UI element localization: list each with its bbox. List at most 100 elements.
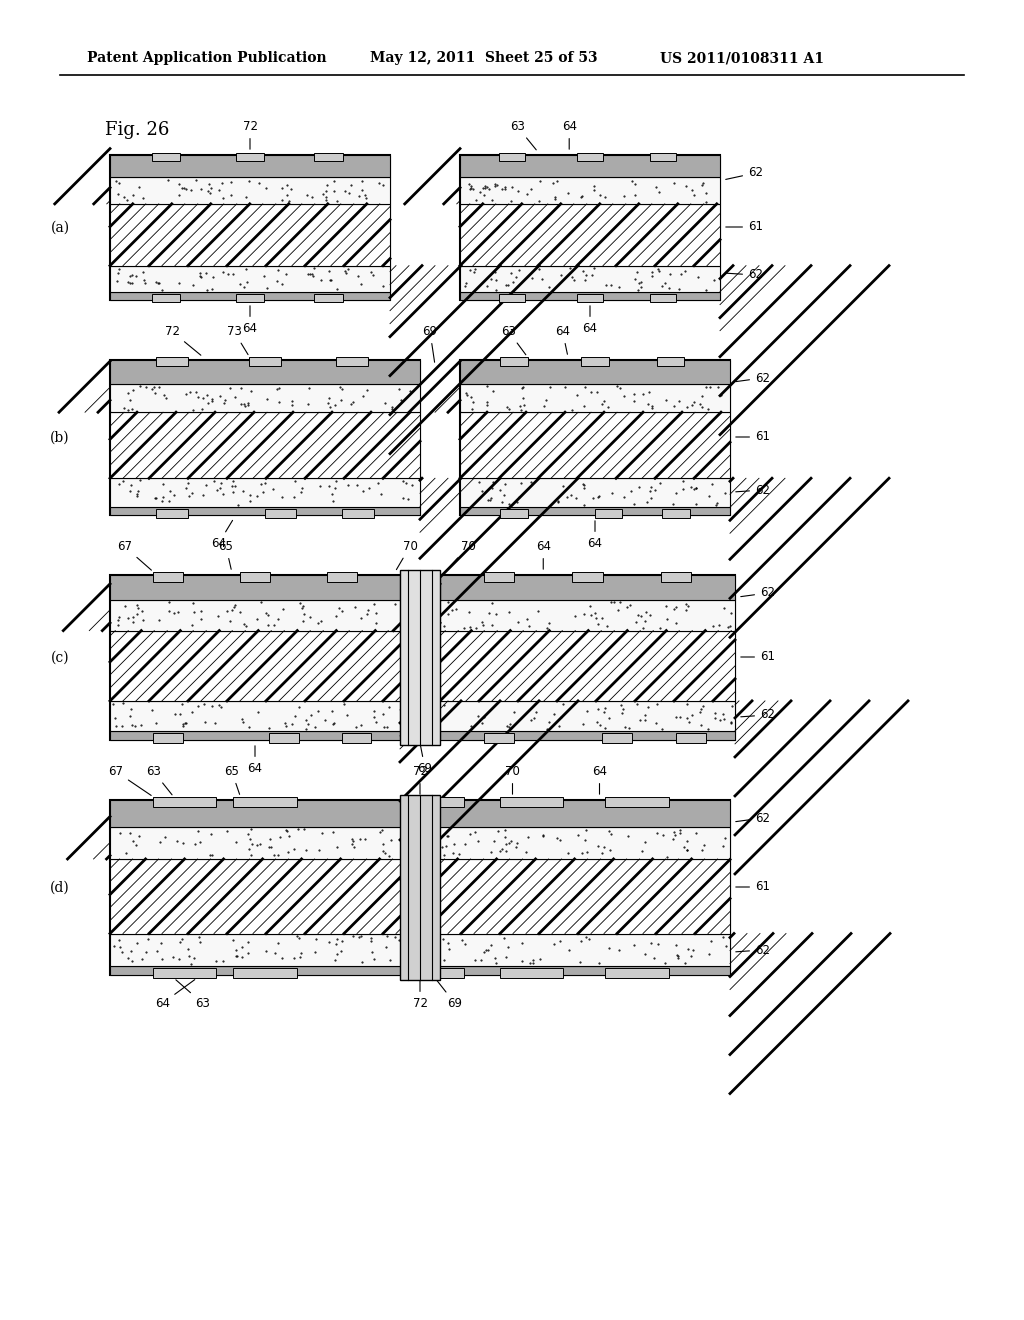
Point (662, 263, 678, 284)
Point (716, 597, 732, 618)
Point (695, 834, 712, 855)
Point (336, 180, 352, 201)
Point (133, 949, 150, 970)
Point (622, 594, 638, 615)
Text: 70: 70 (446, 540, 475, 570)
Point (296, 603, 312, 624)
Point (394, 470, 411, 491)
Point (592, 185, 608, 206)
Point (711, 614, 727, 635)
Bar (460, 154, 720, 177)
Bar (460, 154, 720, 300)
Point (111, 615, 127, 636)
Point (381, 697, 397, 718)
Point (435, 929, 452, 950)
Point (452, 843, 468, 865)
Point (173, 929, 189, 950)
Point (631, 477, 647, 498)
Point (482, 841, 499, 862)
Point (354, 480, 371, 502)
Point (292, 593, 308, 614)
Point (299, 185, 315, 206)
Point (212, 478, 228, 499)
Point (157, 385, 173, 407)
Point (495, 491, 511, 512)
Point (541, 612, 557, 634)
Point (177, 713, 194, 734)
Point (510, 611, 526, 632)
Point (575, 475, 592, 496)
Point (505, 272, 521, 293)
Point (494, 178, 510, 199)
Text: 70: 70 (505, 766, 520, 795)
Bar (400, 797, 464, 807)
Point (440, 933, 457, 954)
Point (117, 595, 133, 616)
Point (401, 380, 418, 401)
Point (317, 181, 334, 202)
Point (375, 840, 391, 861)
Bar (152, 153, 180, 161)
Point (699, 718, 716, 739)
Point (222, 378, 239, 399)
Point (369, 603, 385, 624)
Point (271, 826, 288, 847)
Point (492, 479, 508, 500)
Point (498, 946, 514, 968)
Point (370, 473, 386, 494)
Point (484, 593, 501, 614)
Point (399, 829, 416, 850)
Point (637, 611, 653, 632)
Bar (460, 360, 730, 384)
Point (226, 387, 243, 408)
Point (241, 392, 257, 413)
Bar (460, 177, 720, 203)
Point (573, 931, 590, 952)
Point (383, 830, 399, 851)
Point (276, 713, 293, 734)
Point (364, 941, 380, 962)
Point (170, 601, 186, 622)
Point (184, 400, 201, 421)
Point (169, 830, 185, 851)
Point (691, 393, 708, 414)
Point (194, 601, 210, 622)
Bar (400, 968, 464, 978)
Point (126, 715, 142, 737)
Point (687, 478, 703, 499)
Point (578, 830, 594, 851)
Point (190, 387, 207, 408)
Point (377, 842, 393, 863)
Point (120, 607, 136, 628)
Point (323, 269, 339, 290)
Point (501, 399, 517, 420)
Point (701, 376, 718, 397)
Point (700, 486, 717, 507)
Point (590, 836, 606, 857)
Point (116, 186, 132, 207)
Point (672, 706, 688, 727)
Point (630, 280, 646, 301)
Point (172, 931, 188, 952)
Point (160, 169, 176, 190)
Point (603, 591, 620, 612)
Point (500, 937, 516, 958)
Point (710, 376, 726, 397)
Point (344, 392, 360, 413)
Point (275, 598, 292, 619)
Point (683, 395, 699, 416)
Point (456, 618, 472, 639)
Point (212, 473, 228, 494)
Point (545, 173, 561, 194)
Point (673, 264, 689, 285)
Point (114, 941, 130, 962)
Point (700, 399, 717, 420)
Point (563, 399, 580, 420)
Point (540, 718, 556, 739)
Point (550, 491, 566, 512)
Point (108, 708, 124, 729)
Point (206, 471, 222, 492)
Point (199, 384, 215, 405)
Point (566, 269, 583, 290)
Point (174, 177, 190, 198)
